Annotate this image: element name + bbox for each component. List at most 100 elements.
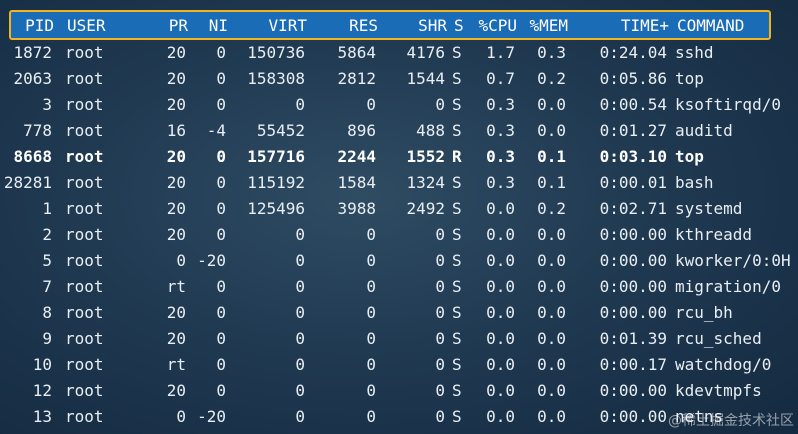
cell-pr: 0 <box>176 407 186 426</box>
cell-res: 0 <box>366 407 376 426</box>
process-row[interactable]: 2 root 20 0 0 0 0 S 0.0 0.0 0:00.00 kthreadd <box>0 222 798 248</box>
header-cpu[interactable]: %CPU <box>478 16 517 35</box>
process-row[interactable]: 3 root 20 0 0 0 0 S 0.3 0.0 0:00.54 ksoftirqd/0 <box>0 92 798 118</box>
process-row[interactable]: 778 root 16 -4 55452 896 488 S 0.3 0.0 0:01.27 audi… <box>0 118 798 144</box>
cell-pid: 7 <box>42 277 52 296</box>
cell-state: S <box>452 329 462 348</box>
cell-ni: 0 <box>216 381 226 400</box>
header-res[interactable]: RES <box>349 16 378 35</box>
header-ni[interactable]: NI <box>208 16 228 35</box>
header-virt[interactable]: VIRT <box>268 16 307 35</box>
cell-user: root <box>65 147 104 166</box>
cell-ni: 0 <box>216 95 226 114</box>
cell-command: auditd <box>675 121 733 140</box>
cell-ni: 0 <box>216 355 226 374</box>
header-row: PID USER PR NI VIRT RES SHR S %CPU %MEM … <box>2 13 798 39</box>
process-row[interactable]: 12 root 20 0 0 0 0 S 0.0 0.0 0:00.00 kdevtmpfs <box>0 378 798 404</box>
header-time[interactable]: TIME+ <box>620 16 669 35</box>
cell-mem: 0.0 <box>537 95 566 114</box>
header-command[interactable]: COMMAND <box>677 16 745 35</box>
cell-shr: 0 <box>435 303 445 322</box>
cell-time: 0:00.00 <box>599 251 667 270</box>
cell-mem: 0.1 <box>537 173 566 192</box>
process-row[interactable]: 2063 root 20 0 158308 2812 1544 S 0.7 0.2 0:05.86 t… <box>0 66 798 92</box>
cell-pid: 8668 <box>13 147 52 166</box>
cell-ni: 0 <box>216 173 226 192</box>
cell-pid: 5 <box>42 251 52 270</box>
cell-pr: 20 <box>166 329 186 348</box>
cell-cpu: 0.0 <box>486 355 515 374</box>
cell-user: root <box>65 199 104 218</box>
process-row[interactable]: 13 root 0 -20 0 0 0 S 0.0 0.0 0:00.00 netns <box>0 404 798 430</box>
cell-shr: 0 <box>435 355 445 374</box>
cell-state: S <box>452 225 462 244</box>
cell-mem: 0.0 <box>537 355 566 374</box>
cell-ni: 0 <box>216 43 226 62</box>
cell-pr: rt <box>166 355 186 374</box>
process-row[interactable]: 28281 root 20 0 115192 1584 1324 S 0.3 0.1 0:00.01… <box>0 170 798 196</box>
cell-time: 0:24.04 <box>599 43 667 62</box>
cell-state: S <box>452 303 462 322</box>
cell-virt: 115192 <box>247 173 305 192</box>
cell-ni: 0 <box>216 329 226 348</box>
cell-pid: 1872 <box>13 43 52 62</box>
process-row[interactable]: 9 root 20 0 0 0 0 S 0.0 0.0 0:01.39 rcu_sched <box>0 326 798 352</box>
cell-shr: 0 <box>435 251 445 270</box>
cell-user: root <box>65 303 104 322</box>
cell-command: top <box>675 147 704 166</box>
cell-shr: 1544 <box>406 69 445 88</box>
cell-ni: -20 <box>197 251 226 270</box>
cell-command: sshd <box>675 43 714 62</box>
header-s[interactable]: S <box>454 16 464 35</box>
cell-user: root <box>65 95 104 114</box>
cell-state: S <box>452 121 462 140</box>
process-row[interactable]: 7 root rt 0 0 0 0 S 0.0 0.0 0:00.00 migration/0 <box>0 274 798 300</box>
cell-res: 0 <box>366 381 376 400</box>
cell-time: 0:00.17 <box>599 355 667 374</box>
process-row[interactable]: 1 root 20 0 125496 3988 2492 S 0.0 0.2 0:02.71 syst… <box>0 196 798 222</box>
process-row[interactable]: 10 root rt 0 0 0 0 S 0.0 0.0 0:00.17 watchdog/0 <box>0 352 798 378</box>
cell-command: top <box>675 69 704 88</box>
cell-command: rcu_bh <box>675 303 733 322</box>
cell-state: S <box>452 407 462 426</box>
cell-cpu: 0.0 <box>486 225 515 244</box>
cell-command: kthreadd <box>675 225 753 244</box>
column-header-bar: PID USER PR NI VIRT RES SHR S %CPU %MEM … <box>9 10 771 40</box>
cell-command: kdevtmpfs <box>675 381 762 400</box>
cell-virt: 0 <box>295 251 305 270</box>
cell-time: 0:01.39 <box>599 329 667 348</box>
process-row[interactable]: 1872 root 20 0 150736 5864 4176 S 1.7 0.3 0:24.04 s… <box>0 40 798 66</box>
cell-user: root <box>65 407 104 426</box>
process-row[interactable]: 8 root 20 0 0 0 0 S 0.0 0.0 0:00.00 rcu_bh <box>0 300 798 326</box>
cell-ni: -20 <box>197 407 226 426</box>
cell-cpu: 0.3 <box>486 147 515 166</box>
cell-pid: 10 <box>32 355 52 374</box>
cell-virt: 158308 <box>247 69 305 88</box>
cell-time: 0:05.86 <box>599 69 667 88</box>
header-shr[interactable]: SHR <box>418 16 447 35</box>
cell-time: 0:00.54 <box>599 95 667 114</box>
cell-virt: 0 <box>295 329 305 348</box>
cell-ni: 0 <box>216 277 226 296</box>
cell-ni: 0 <box>216 147 226 166</box>
cell-command: systemd <box>675 199 743 218</box>
cell-res: 0 <box>366 95 376 114</box>
cell-virt: 0 <box>295 355 305 374</box>
cell-res: 2812 <box>337 69 376 88</box>
header-pid[interactable]: PID <box>25 16 54 35</box>
cell-ni: -4 <box>206 121 226 140</box>
cell-mem: 0.1 <box>537 147 566 166</box>
header-pr[interactable]: PR <box>168 16 188 35</box>
process-row[interactable]: 5 root 0 -20 0 0 0 S 0.0 0.0 0:00.00 kworker/0:0H <box>0 248 798 274</box>
cell-pr: 20 <box>166 147 186 166</box>
cell-pr: 20 <box>166 43 186 62</box>
cell-command: ksoftirqd/0 <box>675 95 781 114</box>
cell-user: root <box>65 173 104 192</box>
cell-command: kworker/0:0H <box>675 251 791 270</box>
process-row[interactable]: 8668 root 20 0 157716 2244 1552 R 0.3 0.1 0:03.10 t… <box>0 144 798 170</box>
header-user[interactable]: USER <box>67 16 106 35</box>
header-mem[interactable]: %MEM <box>529 16 568 35</box>
cell-state: S <box>452 43 462 62</box>
cell-shr: 0 <box>435 95 445 114</box>
